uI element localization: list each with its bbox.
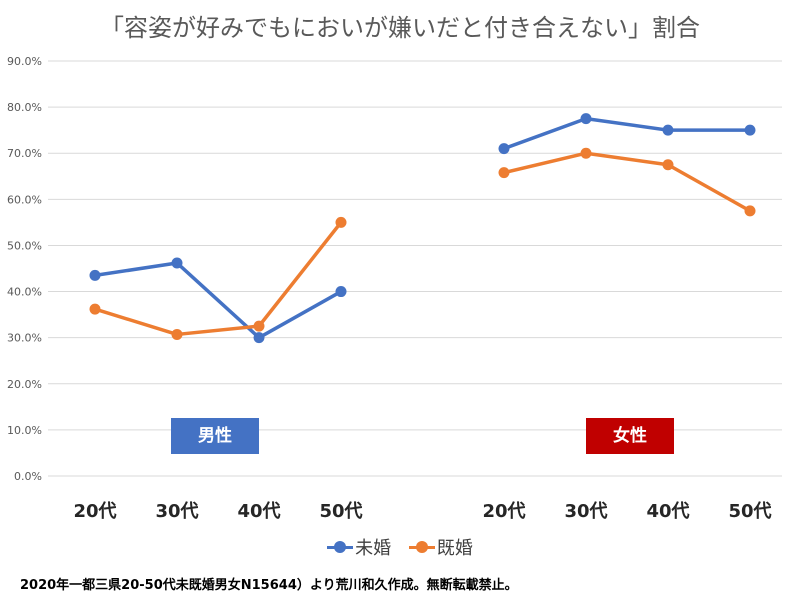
y-tick-label: 30.0% xyxy=(7,332,42,345)
data-point xyxy=(744,124,756,136)
data-point xyxy=(580,113,592,125)
legend: 未婚 既婚 xyxy=(0,534,800,560)
x-tick-label: 20代 xyxy=(73,501,116,522)
y-tick-label: 10.0% xyxy=(7,424,42,437)
legend-label-unmarried: 未婚 xyxy=(355,538,392,559)
data-point xyxy=(89,303,101,315)
x-tick-label: 50代 xyxy=(728,501,771,522)
female-badge: 女性 xyxy=(586,418,674,454)
source-footnote: 2020年一都三県20-50代未既婚男女N15644）より荒川和久作成。無断転載… xyxy=(20,578,518,593)
legend-item-married: 既婚 xyxy=(408,534,473,560)
x-axis-tick-labels: 20代 30代 40代 50代 20代 30代 40代 50代 xyxy=(73,501,771,522)
y-tick-label: 90.0% xyxy=(7,55,42,68)
data-point xyxy=(662,124,674,136)
y-tick-label: 60.0% xyxy=(7,193,42,206)
data-point xyxy=(171,257,183,269)
series-lines xyxy=(89,113,756,344)
chart-title: 「容姿が好みでもにおいが嫌いだと付き合えない」割合 xyxy=(100,14,700,42)
legend-item-unmarried: 未婚 xyxy=(327,534,391,560)
series-line-male xyxy=(93,220,343,337)
data-point xyxy=(498,143,510,155)
series-line-female xyxy=(502,151,752,213)
y-tick-label: 50.0% xyxy=(7,239,42,252)
data-point xyxy=(580,147,592,159)
gridlines xyxy=(48,60,782,477)
x-tick-label: 40代 xyxy=(646,501,689,522)
data-point xyxy=(662,159,674,171)
series-line-female xyxy=(502,116,752,151)
y-tick-label: 70.0% xyxy=(7,147,42,160)
y-tick-label: 80.0% xyxy=(7,101,42,114)
legend-swatch-unmarried xyxy=(327,540,354,554)
legend-label-married: 既婚 xyxy=(436,538,473,559)
x-tick-label: 50代 xyxy=(319,501,362,522)
data-point xyxy=(744,205,756,217)
x-tick-label: 40代 xyxy=(237,501,280,522)
data-point xyxy=(253,320,265,332)
data-point xyxy=(335,216,347,228)
data-point xyxy=(89,269,101,281)
data-point xyxy=(253,332,265,344)
x-tick-label: 30代 xyxy=(564,501,607,522)
series-married xyxy=(89,147,756,340)
x-tick-label: 30代 xyxy=(155,501,198,522)
series-line-male xyxy=(93,261,343,340)
data-point xyxy=(171,328,183,340)
data-point xyxy=(335,286,347,298)
y-tick-label: 20.0% xyxy=(7,378,42,391)
y-tick-label: 0.0% xyxy=(14,470,42,483)
series-unmarried xyxy=(89,113,756,344)
y-axis-tick-labels: 0.0% 10.0% 20.0% 30.0% 40.0% 50.0% 60.0% 70.0% 8… xyxy=(7,55,42,483)
legend-swatch-married xyxy=(408,540,435,554)
x-tick-label: 20代 xyxy=(482,501,525,522)
data-point xyxy=(498,167,510,179)
male-badge: 男性 xyxy=(171,418,259,454)
y-tick-label: 40.0% xyxy=(7,286,42,299)
